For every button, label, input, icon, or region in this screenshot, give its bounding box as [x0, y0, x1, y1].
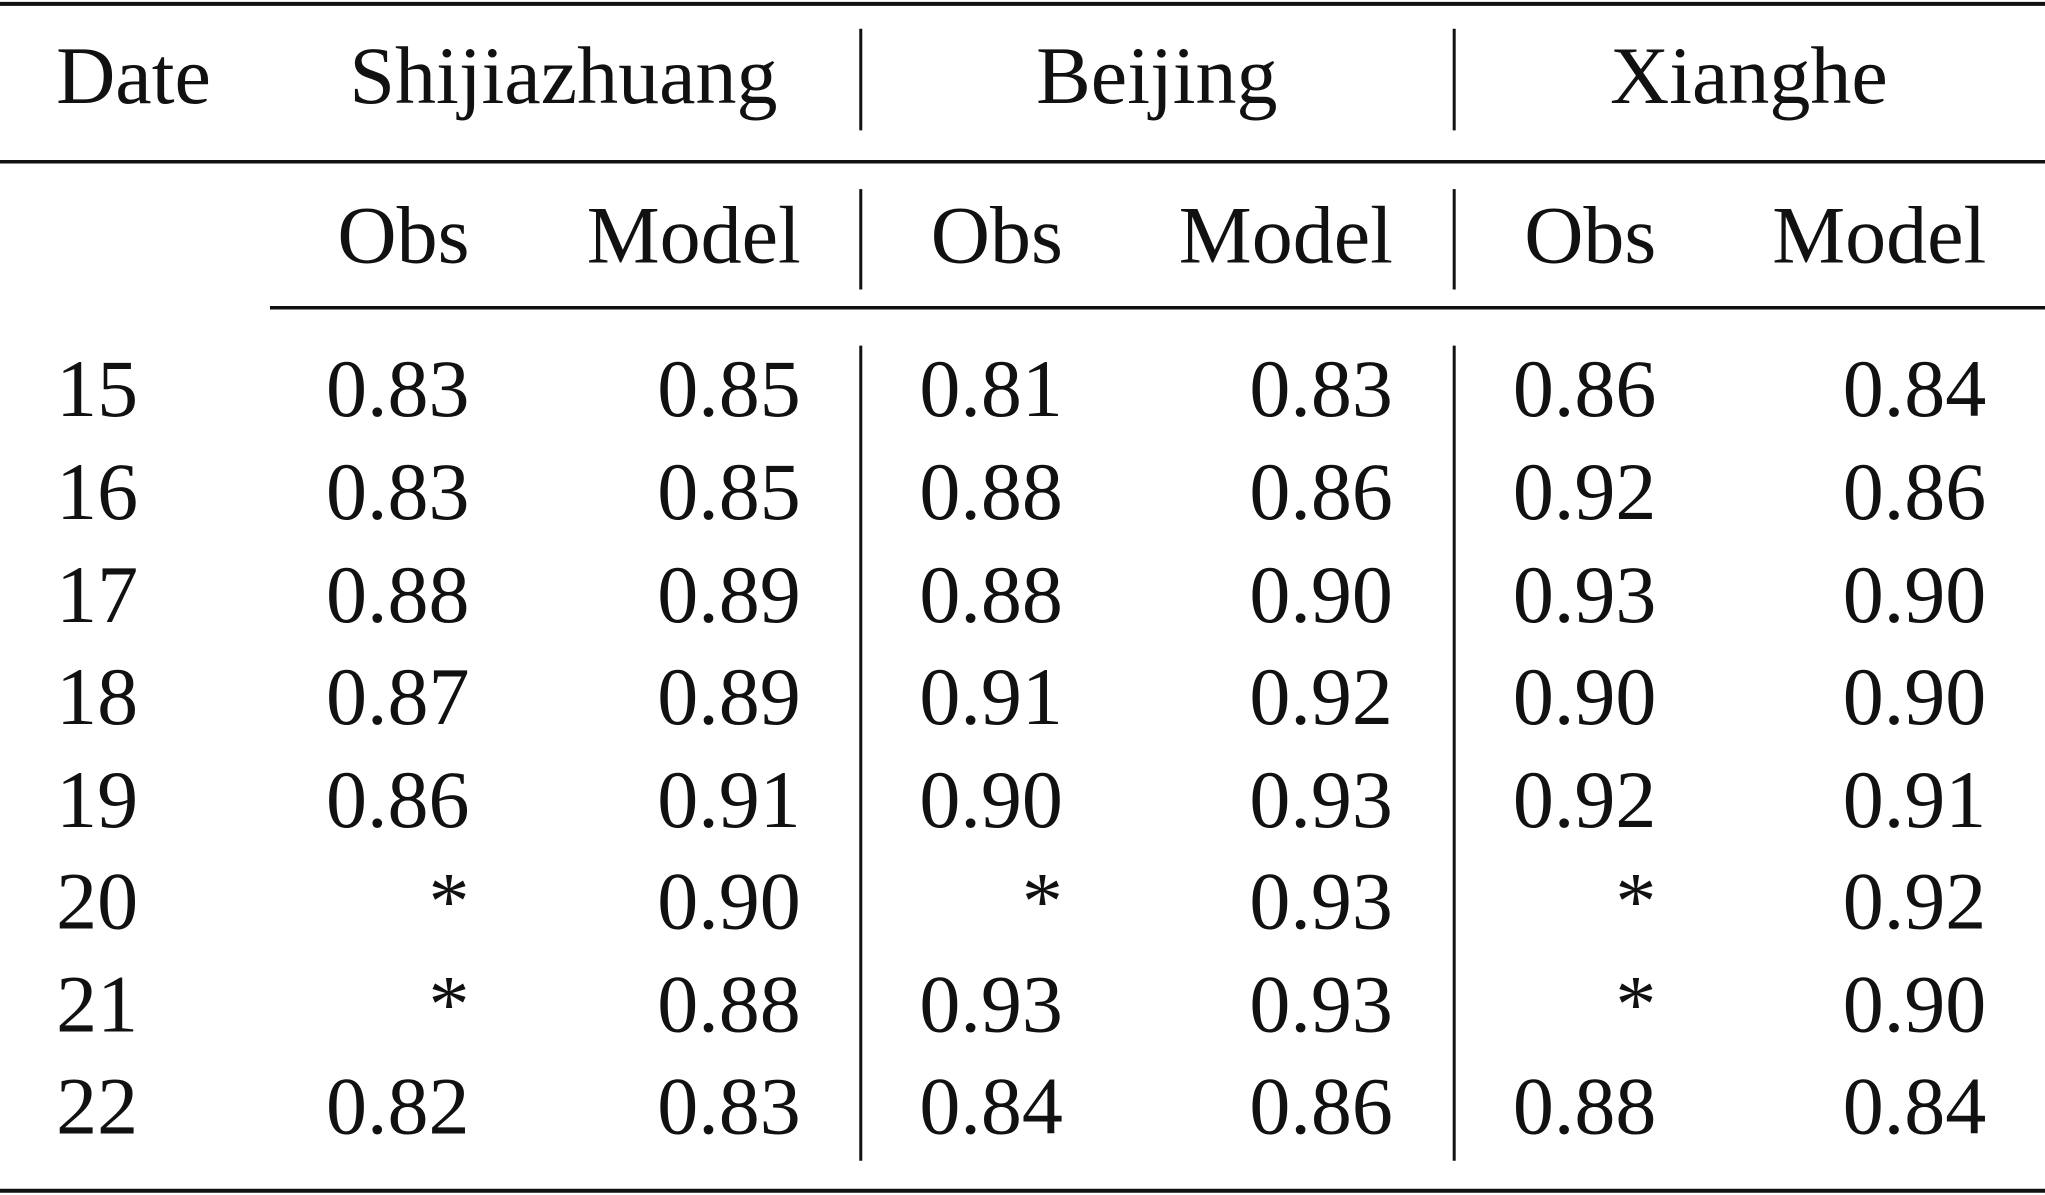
value-cell: 0.90 [919, 754, 1063, 845]
column-header: Date [56, 30, 211, 121]
date-cell: 19 [56, 754, 138, 845]
subcolumn-header: Obs [931, 189, 1063, 280]
date-cell: 22 [56, 1060, 138, 1151]
column-header: Beijing [1036, 30, 1277, 121]
subcolumn-header: Model [587, 189, 801, 280]
date-cell: 16 [56, 446, 138, 537]
value-cell: * [1615, 856, 1656, 947]
value-cell: 0.93 [1513, 549, 1657, 640]
value-cell: 0.90 [657, 856, 801, 947]
value-cell: 0.84 [1843, 1060, 1987, 1151]
value-cell: 0.93 [919, 959, 1063, 1050]
value-cell: * [429, 959, 470, 1050]
date-cell: 18 [56, 651, 138, 742]
value-cell: 0.81 [919, 343, 1063, 434]
column-header: Xianghe [1610, 30, 1888, 121]
value-cell: 0.83 [326, 446, 470, 537]
value-cell: 0.86 [326, 754, 470, 845]
subcolumn-header: Model [1179, 189, 1393, 280]
value-cell: 0.88 [657, 959, 801, 1050]
value-cell: 0.83 [1249, 343, 1393, 434]
value-cell: * [429, 856, 470, 947]
value-cell: 0.91 [919, 651, 1063, 742]
date-cell: 21 [56, 959, 138, 1050]
value-cell: 0.91 [657, 754, 801, 845]
value-cell: * [1022, 856, 1063, 947]
value-cell: 0.83 [657, 1060, 801, 1151]
value-cell: 0.88 [326, 549, 470, 640]
value-cell: 0.87 [326, 651, 470, 742]
value-cell: 0.90 [1843, 651, 1987, 742]
value-cell: 0.93 [1249, 856, 1393, 947]
subcolumn-header: Obs [1524, 189, 1656, 280]
value-cell: 0.92 [1843, 856, 1987, 947]
value-cell: 0.88 [1513, 1060, 1657, 1151]
subcolumn-header: Obs [337, 189, 469, 280]
value-cell: * [1615, 959, 1656, 1050]
column-header: Shijiazhuang [349, 30, 777, 121]
value-cell: 0.85 [657, 446, 801, 537]
value-cell: 0.88 [919, 549, 1063, 640]
value-cell: 0.89 [657, 549, 801, 640]
value-cell: 0.90 [1843, 549, 1987, 640]
value-cell: 0.89 [657, 651, 801, 742]
value-cell: 0.93 [1249, 754, 1393, 845]
value-cell: 0.84 [1843, 343, 1987, 434]
value-cell: 0.85 [657, 343, 801, 434]
date-cell: 15 [56, 343, 138, 434]
value-cell: 0.86 [1843, 446, 1987, 537]
date-cell: 20 [56, 856, 138, 947]
value-cell: 0.82 [326, 1060, 470, 1151]
value-cell: 0.86 [1513, 343, 1657, 434]
value-cell: 0.88 [919, 446, 1063, 537]
value-cell: 0.86 [1249, 1060, 1393, 1151]
value-cell: 0.92 [1513, 754, 1657, 845]
value-cell: 0.90 [1513, 651, 1657, 742]
value-cell: 0.92 [1249, 651, 1393, 742]
value-cell: 0.90 [1249, 549, 1393, 640]
value-cell: 0.91 [1843, 754, 1987, 845]
value-cell: 0.84 [919, 1060, 1063, 1151]
value-cell: 0.90 [1843, 959, 1987, 1050]
value-cell: 0.83 [326, 343, 470, 434]
value-cell: 0.93 [1249, 959, 1393, 1050]
date-cell: 17 [56, 549, 138, 640]
subcolumn-header: Model [1772, 189, 1986, 280]
value-cell: 0.92 [1513, 446, 1657, 537]
value-cell: 0.86 [1249, 446, 1393, 537]
